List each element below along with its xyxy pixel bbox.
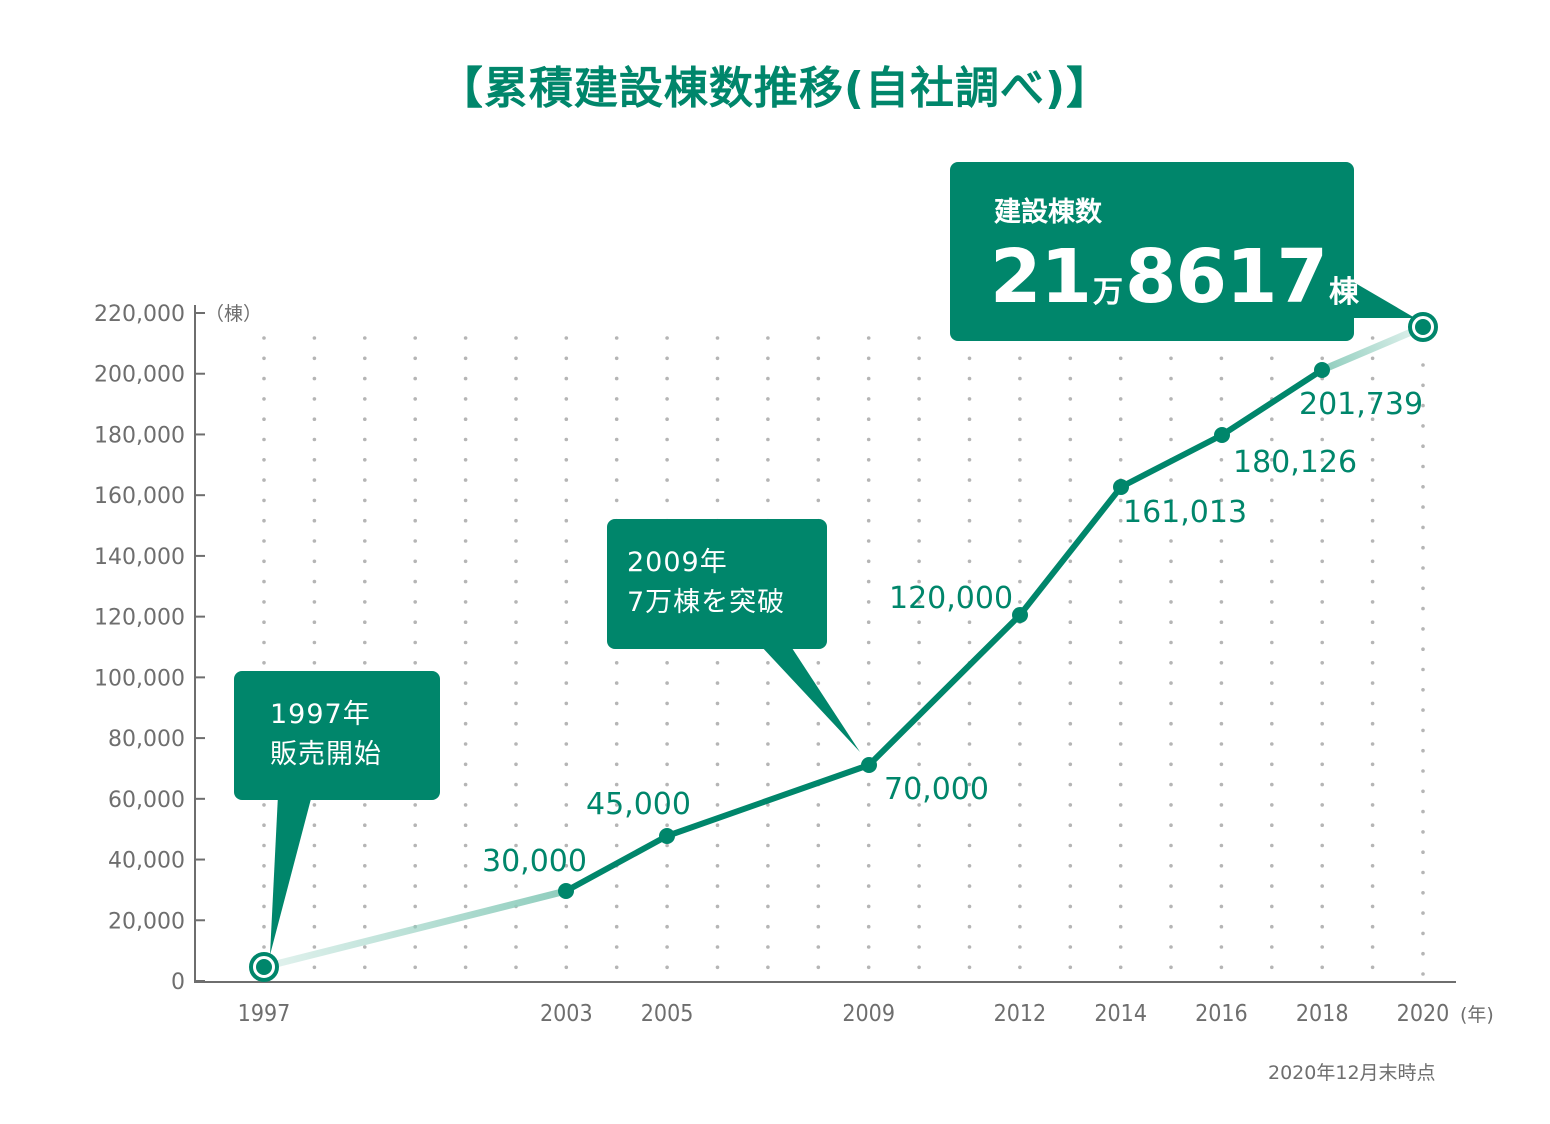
y-tick-label: 20,000 bbox=[108, 909, 185, 934]
x-tick-label: 2016 bbox=[1195, 1001, 1248, 1027]
x-tick-label: 2018 bbox=[1296, 1001, 1349, 1027]
total-man-number: 21 bbox=[990, 234, 1092, 320]
callout-milestone-tail bbox=[760, 645, 860, 752]
point-2003 bbox=[558, 883, 574, 899]
y-tick-label: 80,000 bbox=[108, 727, 185, 752]
callout-milestone-text: 7万棟を突破 bbox=[627, 587, 786, 618]
x-tick-label: 2020 bbox=[1397, 1001, 1450, 1027]
callout-start-year: 1997年 bbox=[270, 699, 371, 730]
vertical-gridlines bbox=[262, 336, 1425, 976]
total-unit: 棟 bbox=[1328, 275, 1359, 310]
y-tick-label: 40,000 bbox=[108, 849, 185, 874]
line-segment-fade-end bbox=[1320, 323, 1425, 374]
x-axis-unit: (年) bbox=[1460, 1004, 1494, 1026]
data-label-2016: 180,126 bbox=[1233, 445, 1357, 480]
data-label-2003: 30,000 bbox=[482, 844, 587, 879]
point-2016 bbox=[1214, 427, 1230, 443]
callout-start-tail bbox=[270, 795, 312, 955]
point-2012 bbox=[1012, 607, 1028, 623]
data-label-2018: 201,739 bbox=[1299, 387, 1423, 422]
callout-total-value: 21万8617棟 bbox=[990, 234, 1361, 320]
callout-start-text: 販売開始 bbox=[270, 739, 382, 770]
y-tick-label: 140,000 bbox=[94, 545, 185, 570]
callout-milestone: 2009年 7万棟を突破 bbox=[607, 519, 827, 649]
footnote: 2020年12月末時点 bbox=[1268, 1062, 1436, 1084]
x-axis-ticks: 1997 2003 2005 2009 2012 2014 2016 2018 2020 bbox=[238, 1001, 1450, 1027]
callout-total-tail bbox=[1350, 280, 1415, 318]
point-1997 bbox=[256, 959, 272, 975]
y-tick-label: 220,000 bbox=[94, 302, 185, 327]
y-tick-label: 60,000 bbox=[108, 788, 185, 813]
callout-start: 1997年 販売開始 bbox=[234, 671, 440, 800]
callout-total-label: 建設棟数 bbox=[994, 197, 1102, 228]
point-2020 bbox=[1415, 319, 1431, 335]
y-tick-label: 160,000 bbox=[94, 484, 185, 509]
x-tick-label: 2005 bbox=[641, 1001, 694, 1027]
y-axis-unit: （棟） bbox=[205, 303, 262, 325]
line-segment-fade-start bbox=[263, 887, 567, 971]
total-rest-number: 8617 bbox=[1124, 234, 1328, 320]
x-tick-label: 2012 bbox=[994, 1001, 1047, 1027]
y-axis-ticks: 0 20,000 40,000 60,000 80,000 100,000 120,000 1… bbox=[94, 302, 205, 995]
point-2005 bbox=[659, 828, 675, 844]
data-points bbox=[249, 312, 1438, 982]
callout-total: 建設棟数 21万8617棟 bbox=[950, 162, 1359, 341]
chart-title: 【累積建設棟数推移(自社調べ)】 bbox=[438, 63, 1112, 114]
data-label-2009: 70,000 bbox=[884, 772, 989, 807]
y-tick-label: 200,000 bbox=[94, 363, 185, 388]
data-label-2005: 45,000 bbox=[586, 787, 691, 822]
total-man-unit: 万 bbox=[1092, 275, 1123, 310]
point-2009 bbox=[861, 757, 877, 773]
y-tick-label: 120,000 bbox=[94, 606, 185, 631]
y-tick-label: 100,000 bbox=[94, 666, 185, 691]
x-tick-label: 2009 bbox=[842, 1001, 895, 1027]
callout-milestone-year: 2009年 bbox=[627, 547, 728, 578]
point-2014 bbox=[1113, 479, 1129, 495]
data-label-2012: 120,000 bbox=[889, 581, 1013, 616]
y-tick-label: 0 bbox=[171, 970, 185, 995]
point-2018 bbox=[1314, 362, 1330, 378]
x-tick-label: 1997 bbox=[238, 1001, 291, 1027]
y-tick-label: 180,000 bbox=[94, 423, 185, 448]
x-tick-label: 2014 bbox=[1094, 1001, 1147, 1027]
x-tick-label: 2003 bbox=[540, 1001, 593, 1027]
data-label-2014: 161,013 bbox=[1123, 495, 1247, 530]
